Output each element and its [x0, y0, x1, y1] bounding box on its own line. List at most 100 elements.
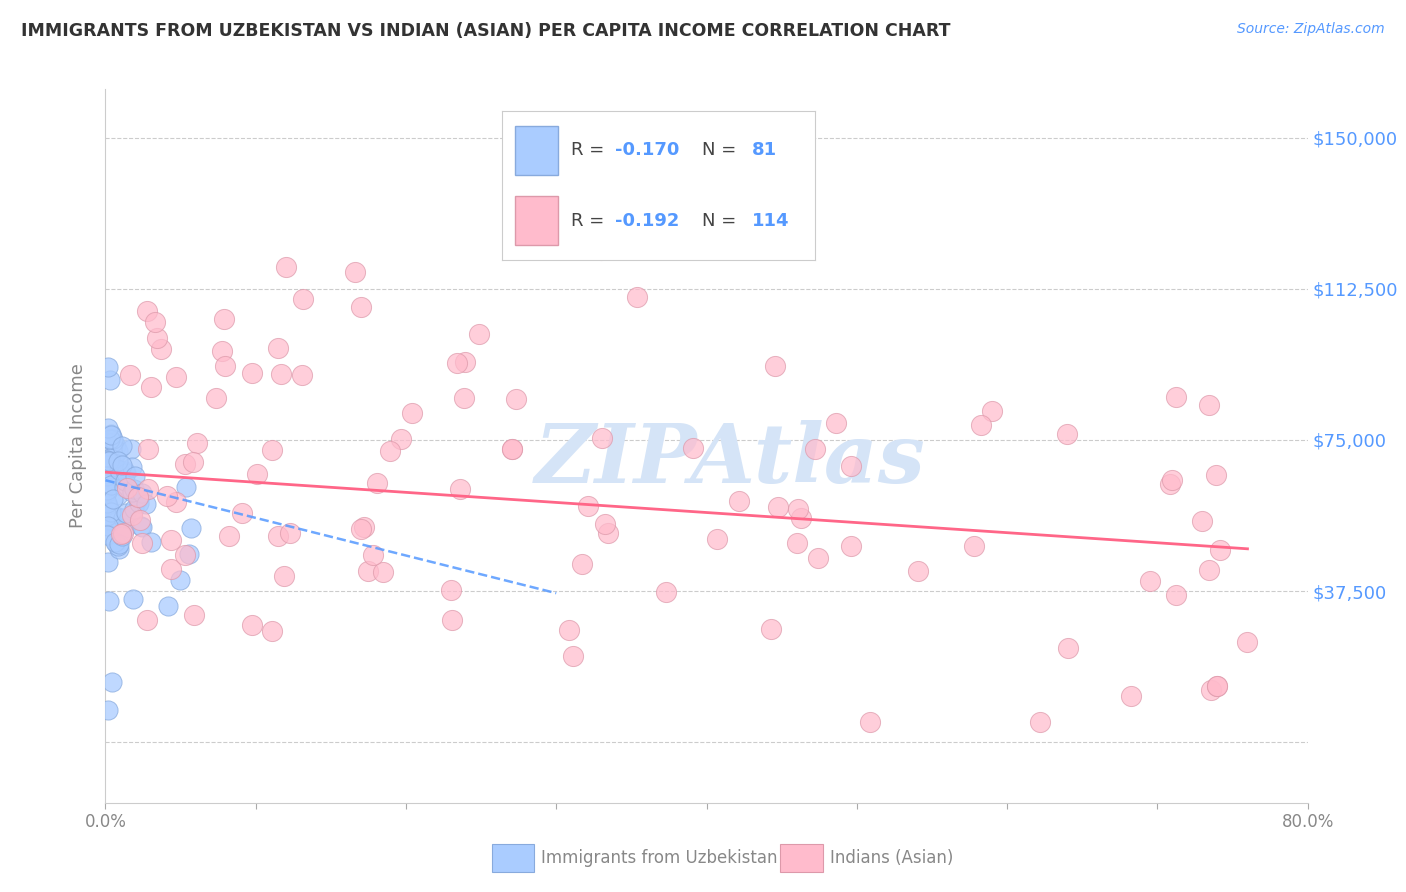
- Y-axis label: Per Capita Income: Per Capita Income: [69, 364, 87, 528]
- Point: [121, 508, 143, 522]
- Point: [98, 454, 121, 468]
- Point: [131, 535, 153, 549]
- Point: [156, 599, 179, 613]
- Point: [1206, 679, 1229, 693]
- Point: [107, 444, 129, 458]
- Point: [96, 527, 118, 541]
- Point: [139, 534, 162, 549]
- Point: [104, 439, 127, 453]
- Point: [839, 539, 862, 553]
- Point: [96, 498, 118, 512]
- Point: [124, 468, 146, 483]
- Point: [97, 360, 120, 375]
- Point: [96, 454, 118, 468]
- Point: [1119, 689, 1142, 703]
- Point: [107, 463, 129, 477]
- Point: [135, 613, 157, 627]
- Point: [111, 458, 134, 473]
- Point: [174, 457, 197, 471]
- Point: [1236, 635, 1258, 649]
- Point: [706, 532, 728, 546]
- Point: [186, 436, 208, 450]
- Point: [204, 392, 226, 406]
- Point: [593, 516, 616, 531]
- Point: [804, 442, 827, 456]
- Point: [763, 359, 786, 373]
- Point: [357, 564, 380, 578]
- Point: [96, 528, 118, 542]
- Point: [501, 442, 523, 456]
- Point: [108, 463, 131, 477]
- Point: [449, 483, 471, 497]
- Point: [180, 520, 202, 534]
- Text: Source: ZipAtlas.com: Source: ZipAtlas.com: [1237, 22, 1385, 37]
- Point: [591, 244, 613, 258]
- Point: [100, 464, 122, 478]
- Point: [96, 453, 118, 467]
- Point: [103, 451, 125, 466]
- Point: [131, 485, 153, 500]
- Point: [786, 536, 808, 550]
- Point: [560, 219, 582, 234]
- Point: [907, 564, 929, 578]
- Point: [111, 525, 134, 540]
- Point: [468, 327, 491, 342]
- Point: [121, 484, 143, 499]
- Point: [100, 428, 122, 442]
- Point: [114, 521, 136, 535]
- Point: [98, 594, 121, 608]
- Point: [825, 416, 848, 430]
- Point: [1166, 588, 1188, 602]
- Point: [129, 519, 152, 533]
- Point: [165, 494, 187, 508]
- Point: [111, 511, 134, 525]
- Point: [174, 549, 197, 563]
- Point: [378, 444, 401, 458]
- Point: [115, 466, 138, 480]
- Point: [562, 648, 585, 663]
- Point: [112, 480, 135, 494]
- Point: [214, 312, 236, 326]
- Point: [183, 608, 205, 623]
- Point: [1208, 543, 1230, 558]
- Point: [454, 355, 477, 369]
- Point: [576, 499, 599, 513]
- Point: [446, 356, 468, 370]
- Point: [122, 482, 145, 496]
- Point: [1139, 574, 1161, 589]
- Point: [501, 442, 523, 456]
- Point: [98, 500, 121, 515]
- Point: [787, 502, 810, 516]
- Point: [240, 618, 263, 632]
- Text: Indians (Asian): Indians (Asian): [830, 849, 953, 867]
- Point: [138, 483, 160, 497]
- Point: [127, 490, 149, 504]
- Point: [96, 434, 118, 449]
- Point: [1159, 476, 1181, 491]
- Point: [114, 474, 136, 488]
- Point: [121, 591, 143, 606]
- Point: [96, 461, 118, 475]
- Point: [96, 509, 118, 524]
- Point: [96, 469, 118, 483]
- Point: [131, 520, 153, 534]
- Point: [859, 715, 882, 730]
- Point: [626, 291, 648, 305]
- Point: [96, 483, 118, 497]
- Point: [344, 265, 367, 279]
- Point: [1198, 398, 1220, 412]
- Point: [176, 480, 198, 494]
- Point: [135, 303, 157, 318]
- Point: [120, 442, 142, 456]
- Point: [121, 459, 143, 474]
- Point: [111, 439, 134, 453]
- Point: [96, 477, 118, 491]
- Point: [596, 525, 619, 540]
- Point: [101, 432, 124, 446]
- Point: [682, 441, 704, 455]
- Point: [100, 514, 122, 528]
- Point: [1161, 473, 1184, 487]
- Point: [149, 342, 172, 356]
- Point: [160, 533, 183, 547]
- Point: [571, 557, 593, 571]
